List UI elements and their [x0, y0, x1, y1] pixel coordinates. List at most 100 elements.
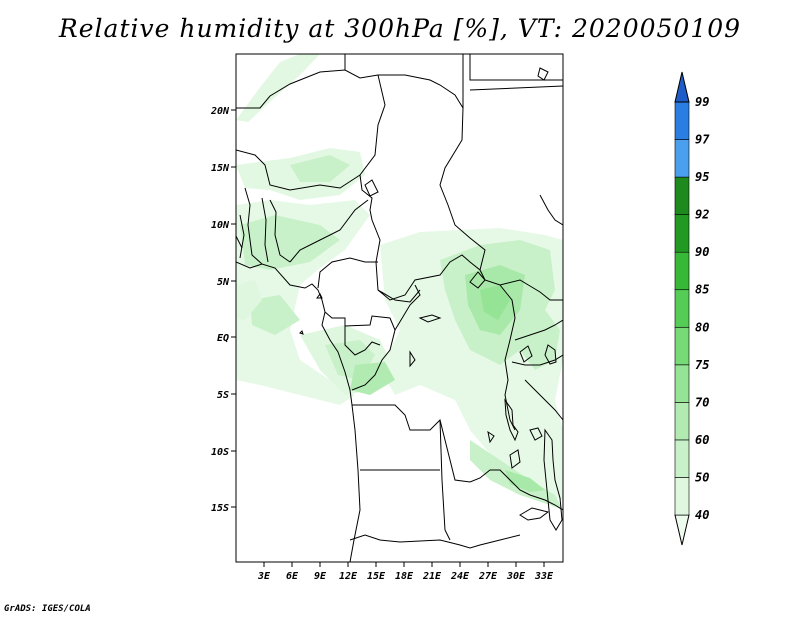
border [499, 284, 516, 431]
humidity-area [480, 285, 510, 320]
coastline [236, 261, 361, 562]
border [236, 69, 379, 109]
colorbar-segment [674, 214, 690, 253]
colorbar-label: 90 [695, 245, 709, 259]
map-frame [235, 53, 564, 563]
border [519, 345, 533, 363]
x-tick-label: 21E [422, 571, 442, 582]
colorbar-end-low [674, 514, 690, 546]
x-axis [263, 562, 545, 567]
humidity-area [520, 310, 560, 370]
y-tick-label: 5N [217, 277, 230, 288]
border [261, 197, 269, 263]
colorbar-segment [674, 289, 690, 328]
colorbar-label: 40 [695, 508, 709, 522]
border [236, 235, 243, 249]
x-tick-label: 12E [339, 571, 358, 582]
x-tick-label: 15E [367, 571, 386, 582]
y-tick-label: 20N [210, 106, 230, 117]
colorbar-segment [674, 101, 690, 140]
coastlines-borders [236, 54, 563, 562]
colorbar: 40 50 60 70 75 80 85 90 92 95 97 99 [674, 71, 710, 546]
border [349, 534, 521, 549]
y-axis [231, 109, 236, 508]
border [439, 419, 451, 541]
border [439, 107, 486, 271]
border [394, 284, 421, 331]
colorbar-label: 99 [695, 95, 709, 109]
colorbar-label: 97 [695, 133, 710, 147]
y-tick-label: 5S [217, 390, 229, 401]
border [544, 344, 557, 365]
border [469, 54, 563, 81]
border [469, 271, 486, 289]
island [299, 330, 304, 335]
x-tick-label: 9E [314, 571, 327, 582]
colorbar-label: 92 [695, 208, 709, 222]
colorbar-label: 60 [695, 433, 709, 447]
map-title: Relative humidity at 300hPa [%], VT: 202… [58, 14, 742, 43]
colorbar-segment [674, 402, 690, 441]
colorbar-segment [674, 326, 690, 366]
x-tick-label: 30E [506, 571, 526, 582]
grads-credit: GrADS: IGES/COLA [4, 604, 91, 614]
border [409, 350, 416, 368]
x-tick-labels: 3E 6E 9E 12E 15E 18E 21E 24E 27E 30E 33E [257, 571, 554, 582]
colorbar-label: 80 [695, 320, 709, 334]
colorbar-segment [674, 139, 690, 178]
border [324, 311, 396, 391]
colorbar-label: 85 [695, 283, 709, 297]
border [539, 194, 563, 226]
colorbar-label: 50 [695, 470, 709, 484]
border [529, 427, 543, 441]
x-tick-label: 6E [286, 571, 299, 582]
y-tick-label: 10S [211, 447, 229, 458]
colorbar-segment [674, 251, 690, 291]
x-tick-label: 18E [395, 571, 414, 582]
colorbar-label: 70 [695, 395, 709, 409]
border [239, 214, 245, 259]
border [359, 74, 563, 301]
border [289, 199, 369, 263]
humidity-area [236, 54, 320, 122]
x-tick-label: 3E [257, 571, 271, 582]
border [377, 289, 421, 303]
colorbar-segment [674, 439, 690, 478]
border [487, 430, 495, 444]
border [519, 507, 550, 521]
colorbar-segment [674, 477, 690, 516]
border [524, 379, 563, 421]
border [537, 67, 549, 81]
border [269, 199, 291, 263]
border [418, 314, 442, 323]
x-tick-label: 27E [478, 571, 498, 582]
border [236, 149, 361, 191]
colorbar-label: 95 [695, 170, 709, 184]
colorbar-label: 75 [695, 358, 709, 372]
border [469, 85, 563, 91]
y-tick-labels: 20N 15N 10N 5N EQ 5S 10S 15S [210, 106, 230, 514]
humidity-area [236, 280, 262, 320]
colorbar-segment [674, 176, 690, 215]
border [378, 54, 464, 110]
border [509, 449, 521, 469]
y-tick-label: 15S [211, 503, 229, 514]
x-tick-label: 24E [450, 571, 470, 582]
humidity-area [250, 295, 300, 335]
island [316, 293, 323, 299]
border [244, 187, 263, 265]
colorbar-segment [674, 364, 690, 403]
humidity-area [240, 215, 340, 270]
border [514, 319, 563, 341]
x-tick-label: 33E [534, 571, 554, 582]
border [364, 179, 379, 197]
border [511, 354, 563, 366]
humidity-shading [236, 54, 563, 510]
humidity-area [505, 470, 545, 492]
border [504, 398, 519, 442]
border [344, 326, 381, 356]
colorbar-end-high [674, 71, 690, 103]
y-tick-label: EQ [217, 333, 229, 344]
y-tick-label: 10N [211, 220, 230, 231]
